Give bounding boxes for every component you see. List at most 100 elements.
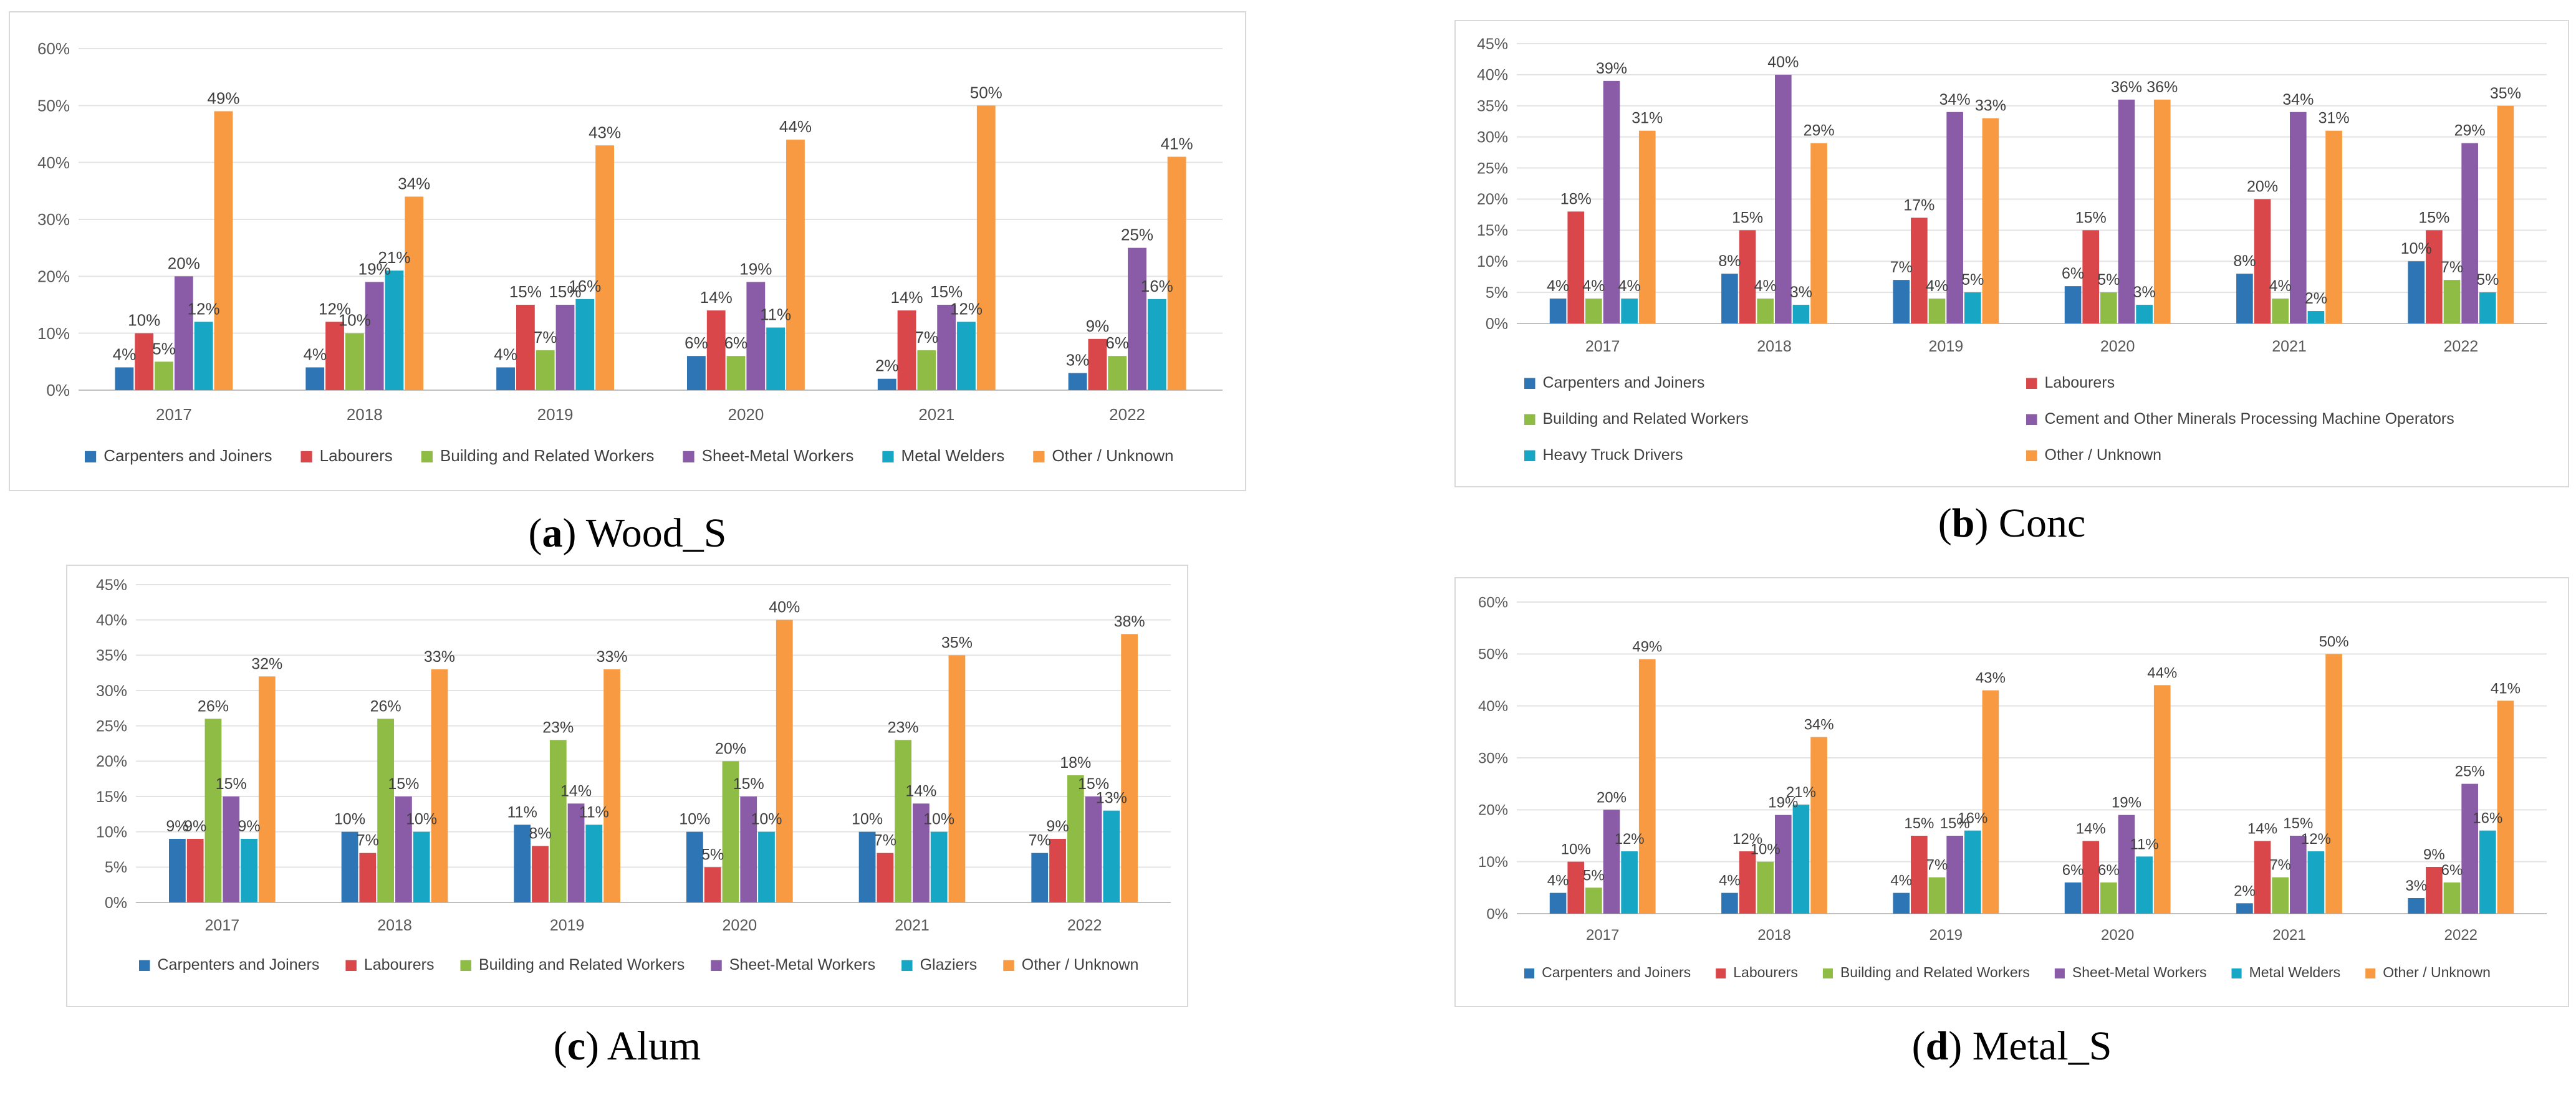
bar-carpenters-and-joiners (1068, 373, 1087, 390)
bar-building-and-related-workers (1757, 299, 1774, 323)
data-label: 40% (1767, 54, 1799, 71)
data-label: 16% (2473, 810, 2502, 827)
x-tick-label: 2020 (2101, 927, 2134, 944)
x-tick-label: 2020 (723, 917, 757, 934)
legend-swatch (85, 451, 97, 462)
gridlines (79, 48, 1223, 391)
data-label: 15% (2418, 209, 2449, 226)
legend-label: Carpenters and Joiners (1543, 374, 1705, 391)
y-tick-label: 10% (37, 324, 70, 343)
data-label: 10% (1751, 841, 1781, 858)
data-labels: 4%10%5%20%12%49%4%12%10%19%21%34%4%15%7%… (1547, 633, 2521, 899)
data-label: 10% (751, 811, 782, 828)
bar-heavy-truck-drivers (2136, 305, 2153, 323)
bar-labourers (2254, 199, 2271, 323)
y-tick-label: 20% (96, 753, 127, 770)
bar-labourers (877, 853, 894, 902)
chart-frame: 0% 10% 20% 30% 40% 50% 60% 4% 10% 5% 20% 12% 49% 4% 12… (1454, 577, 2569, 1007)
data-label: 11% (2130, 836, 2158, 853)
legend-label: Labourers (2045, 374, 2115, 391)
bar-heavy-truck-drivers (2479, 292, 2496, 323)
legend-swatch (345, 960, 357, 971)
x-tick-label: 2022 (1109, 405, 1145, 424)
data-label: 18% (1560, 190, 1592, 208)
y-tick-label: 0% (46, 381, 70, 399)
bar-sheet-metal-workers (2118, 815, 2135, 914)
data-label: 14% (905, 782, 936, 800)
data-label: 50% (970, 83, 1002, 102)
bar-building-and-related-workers (1928, 877, 1946, 914)
x-tick-label: 2022 (1067, 917, 1102, 934)
x-tick-label: 2021 (895, 917, 930, 934)
data-label: 9% (1086, 317, 1110, 335)
x-tick-label: 2021 (2272, 927, 2305, 944)
bar-carpenters-and-joiners (1721, 892, 1738, 914)
legend-label: Metal Welders (2249, 964, 2341, 980)
legend: Carpenters and Joiners Labourers Building … (85, 446, 1174, 465)
bar-metal-welders (194, 322, 213, 390)
data-label: 3% (2133, 284, 2156, 301)
data-label: 2% (2305, 290, 2327, 307)
gridlines (1517, 43, 2547, 324)
bar-carpenters-and-joiners (1031, 853, 1049, 902)
bars (1549, 654, 2514, 914)
bar-metal-welders (957, 322, 976, 390)
x-tick-label: 2019 (1929, 338, 1964, 355)
legend-label: Other / Unknown (1022, 956, 1139, 973)
data-label: 15% (1078, 775, 1109, 793)
bar-carpenters-and-joiners (2236, 903, 2253, 914)
data-label: 4% (1719, 873, 1741, 889)
bar-sheet-metal-workers (1128, 247, 1146, 390)
bar-sheet-metal-workers (555, 305, 575, 390)
data-label: 3% (1790, 284, 1812, 301)
legend-label: Sheet-Metal Workers (702, 446, 854, 465)
data-label: 11% (760, 305, 791, 324)
bar-labourers (1049, 839, 1066, 902)
legend-item-heavy-truck-drivers: Heavy Truck Drivers (1524, 446, 1683, 464)
bar-sheet-metal-workers (395, 796, 412, 902)
legend-swatch (2026, 414, 2037, 425)
bar-labourers (704, 867, 721, 902)
data-label: 26% (198, 697, 229, 715)
bar-metal-welders (1621, 851, 1638, 914)
data-label: 4% (1926, 277, 1948, 295)
data-label: 10% (852, 811, 883, 828)
bar-carpenters-and-joiners (305, 367, 325, 390)
y-tick-label: 30% (37, 210, 70, 229)
bar-other-unknown (1810, 737, 1827, 914)
data-label: 4% (303, 345, 327, 363)
data-label: 32% (251, 655, 282, 672)
bar-building-and-related-workers (155, 361, 173, 390)
data-label: 14% (2076, 820, 2106, 837)
legend-item-building-and-related-workers: Building and Related Workers (421, 446, 654, 465)
data-label: 35% (941, 634, 973, 651)
bar-sheet-metal-workers (174, 276, 193, 390)
y-tick-label: 0% (1486, 906, 1508, 922)
y-tick-label: 25% (1477, 160, 1508, 177)
data-label: 15% (733, 775, 764, 793)
data-label: 10% (128, 311, 160, 330)
data-label: 20% (2247, 178, 2278, 195)
bar-carpenters-and-joiners (686, 356, 706, 390)
data-label: 15% (216, 775, 247, 793)
data-label: 15% (388, 775, 419, 793)
y-tick-label: 45% (96, 576, 127, 594)
legend-item-labourers: Labourers (300, 446, 393, 465)
bar-other-unknown (786, 140, 805, 390)
bar-chart-metal-s: 0% 10% 20% 30% 40% 50% 60% 4% 10% 5% 20% 12% 49% 4% 12… (1478, 594, 2547, 980)
y-axis: 0% 5% 10% 15% 20% 25% 30% 35% 40% 45% (1477, 36, 1508, 333)
legend-label: Heavy Truck Drivers (1543, 446, 1683, 464)
bar-building-and-related-workers (2443, 280, 2461, 323)
legend-swatch (1524, 450, 1536, 461)
bar-carpenters-and-joiners (169, 839, 186, 902)
data-labels: 4% 18% 4% 39% 4% 31% 8% 15% 4% 40% 3% 29% 7% 17% 4% 34%… (1547, 54, 2521, 307)
bar-building-and-related-workers (549, 740, 567, 902)
bar-carpenters-and-joiners (1549, 892, 1567, 914)
data-label: 4% (1547, 873, 1569, 889)
data-label: 7% (1926, 857, 1948, 874)
chart-frame: 0% 5% 10% 15% 20% 25% 30% 35% 40% 45% 4% 18% 4% 39% 4%… (1454, 20, 2569, 487)
legend-item-carpenters-and-joiners: Carpenters and Joiners (85, 446, 272, 465)
data-label: 4% (1890, 873, 1912, 889)
bar-labourers (1088, 338, 1107, 390)
bar-other-unknown (2325, 654, 2342, 914)
